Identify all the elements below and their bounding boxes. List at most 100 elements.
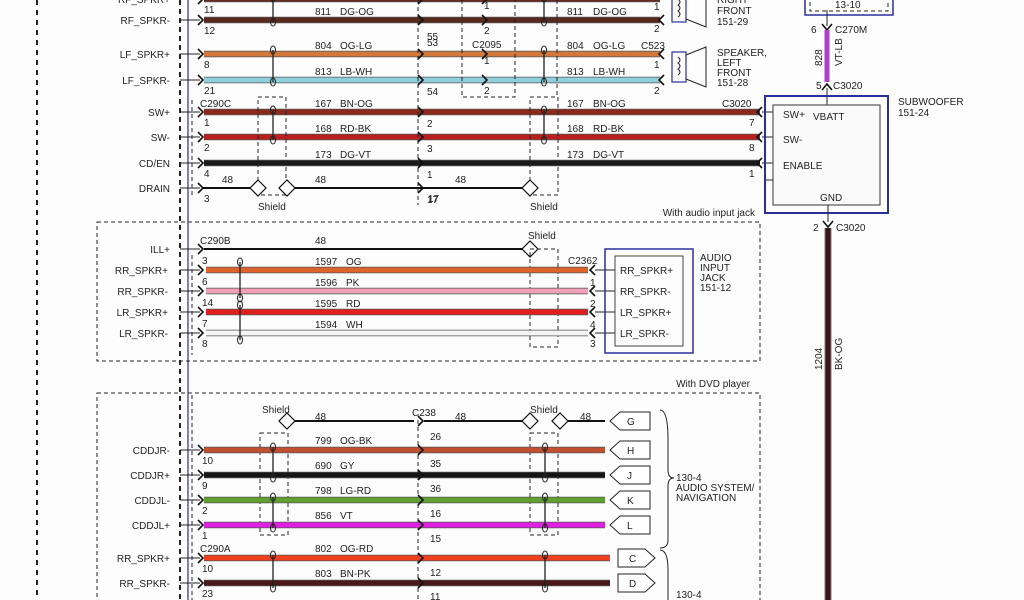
wire-color-code: VT <box>340 511 353 522</box>
circuit-number: 168 <box>315 124 332 135</box>
dvd-option-box <box>96 392 761 600</box>
pin-label-lr_spkr+: LR_SPKR+ <box>117 308 169 319</box>
drain-circuit: 48 <box>222 175 234 186</box>
mid-pin-number: 35 <box>430 459 442 470</box>
wire-color-code: DG-VT <box>593 150 624 161</box>
twisted-pair-icon <box>541 0 547 3</box>
connector-pin-icon <box>197 494 205 506</box>
left-pin-number: 10 <box>202 456 214 467</box>
left-pin-number: 3 <box>204 194 210 205</box>
wire-color-code: OG-RD <box>340 544 373 555</box>
shield-diamond-icon <box>521 412 539 430</box>
shield-circuit: 48 <box>455 412 467 423</box>
mid-pin-number: 55 <box>427 32 439 43</box>
connector-id-c290b: C290B <box>200 236 231 247</box>
connector-id-c3020: C3020 <box>836 223 866 234</box>
pin-label-5: SW- <box>151 133 170 144</box>
connector-pin-icon <box>197 14 205 26</box>
wire-color-code: BN-OG <box>340 99 373 110</box>
twisted-pair-icon <box>541 17 547 27</box>
shield-label: Shield <box>528 231 556 242</box>
vbatt-circuit: 828 <box>814 49 825 66</box>
subwoofer-pin-enable: ENABLE <box>783 161 823 172</box>
mid2-pin-number: 1 <box>484 56 490 67</box>
wire-color-code: BN-OG <box>593 99 626 110</box>
mid2-pin-number: 1 <box>484 1 490 12</box>
wire-color-code: OG <box>346 257 362 268</box>
pin-label-cddjr-: CDDJR- <box>133 446 170 457</box>
shield-diamond-icon <box>521 179 539 197</box>
pin-label-cddjr+: CDDJR+ <box>130 471 170 482</box>
pin-label-lr_spkr-: LR_SPKR- <box>119 329 168 340</box>
audio-input-option-title: With audio input jack <box>663 208 756 219</box>
shield-diamond-icon <box>278 412 296 430</box>
connector-tab-icon <box>609 490 651 510</box>
speaker-left-front-label: LEFT <box>717 58 741 69</box>
connector-pin-icon <box>657 48 665 60</box>
right-pin-number: 2 <box>654 24 660 35</box>
left-pin-number: 10 <box>202 564 214 575</box>
circuit-number: 1597 <box>315 257 338 268</box>
jack-pin-label: LR_SPKR+ <box>620 308 672 319</box>
circuit-number: 856 <box>315 511 332 522</box>
right-pin-number: 1 <box>749 169 755 180</box>
connector-tab-label: H <box>627 446 634 457</box>
mid-pin-number: 1 <box>427 170 433 181</box>
twisted-pair-icon <box>270 523 276 533</box>
speaker-right-front-label: FRONT <box>717 6 751 17</box>
connector-tab-icon <box>617 573 656 593</box>
pin-label-0: RF_SPKR+ <box>118 0 170 6</box>
twisted-pair-icon <box>270 583 276 593</box>
subwoofer-ref: 151-24 <box>898 108 930 119</box>
connector-pin-icon <box>197 327 205 339</box>
twisted-pair-icon <box>270 77 276 87</box>
subwoofer-pin-sw-minus: SW- <box>783 135 802 146</box>
twisted-pair-icon <box>542 473 548 483</box>
connector-pin-icon <box>417 415 425 427</box>
pin-label-rr_spkr-: RR_SPKR- <box>119 579 170 590</box>
connector-pin-icon <box>417 48 425 60</box>
mid-pin-number: 2 <box>427 119 433 130</box>
shield-label: Shield <box>530 202 558 213</box>
connector-id-c3020: C3020 <box>833 81 863 92</box>
wire-color-code: WH <box>346 320 363 331</box>
connector-tab-label: K <box>627 496 634 507</box>
pin-label-rr_spkr+: RR_SPKR+ <box>115 266 168 277</box>
module-brace-icon <box>659 409 675 549</box>
wire-color-code: OG-BK <box>340 436 373 447</box>
pin-label-2: LF_SPKR+ <box>120 50 170 61</box>
twisted-pair-icon <box>270 550 276 560</box>
twisted-pair-icon <box>542 550 548 560</box>
connector-id-c2095: C2095 <box>472 40 502 51</box>
wire-color-code: RD-BK <box>340 124 371 135</box>
speaker-left-front-label: FRONT <box>717 68 751 79</box>
connector-pin-icon <box>657 14 665 26</box>
twisted-pair-icon <box>542 523 548 533</box>
jack-pin-label: RR_SPKR+ <box>620 266 673 277</box>
connector-pin-icon <box>481 14 489 26</box>
wire-color-code: RD-BK <box>593 124 624 135</box>
circuit-number: 803 <box>315 569 332 580</box>
subwoofer-vbatt: VBATT <box>813 112 844 123</box>
audio-system-module-label: 130-4 <box>676 473 702 484</box>
wire-color-code: PK <box>346 278 360 289</box>
circuit-number: 802 <box>315 544 332 555</box>
connector-pin-icon <box>822 220 834 229</box>
pin-label-rr_spkr+: RR_SPKR+ <box>117 554 170 565</box>
connector-pin-icon <box>197 243 205 255</box>
connector-pin-icon <box>197 577 205 589</box>
mid-pin-number: 11 <box>430 592 441 600</box>
circuit-number: 813 <box>567 67 584 78</box>
connector-pin-icon <box>657 74 665 86</box>
dvd-option-title: With DVD player <box>676 379 751 390</box>
left-pin-number: 23 <box>202 589 214 600</box>
left-pin-number: 14 <box>202 298 214 309</box>
connector-pin-icon <box>417 131 425 143</box>
vbatt-color-code: VT-LB <box>834 38 845 66</box>
twisted-pair-icon <box>270 17 276 27</box>
mid-pin-number: 3 <box>427 144 433 155</box>
shield-box <box>257 96 287 196</box>
audio-system-module-label: NAVIGATION <box>676 493 736 504</box>
connector-pin-icon <box>197 48 205 60</box>
